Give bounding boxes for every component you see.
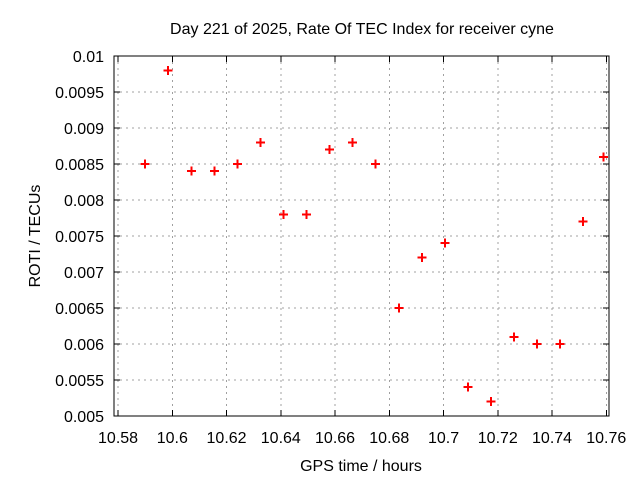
y-tick-label: 0.006 (64, 337, 104, 354)
y-tick-label: 0.01 (73, 49, 104, 66)
gridlines (114, 55, 609, 417)
y-tick-label: 0.0065 (55, 301, 104, 318)
data-point-marker (163, 65, 173, 75)
data-point-marker (279, 209, 289, 219)
data-point-marker (599, 152, 609, 162)
data-point-marker (486, 397, 496, 407)
data-point-marker (463, 382, 473, 392)
data-point-marker (509, 332, 519, 342)
y-tick-label: 0.0075 (55, 229, 104, 246)
x-tick-label: 10.74 (532, 430, 572, 447)
data-point-marker (186, 166, 196, 176)
x-tick-label: 10.7 (428, 430, 459, 447)
x-tick-label: 10.64 (261, 430, 301, 447)
chart-title: Day 221 of 2025, Rate Of TEC Index for r… (170, 21, 554, 38)
data-point-marker (532, 339, 542, 349)
y-axis-label: ROTI / TECUs (27, 185, 44, 288)
x-tick-label: 10.68 (369, 430, 409, 447)
y-tick-label: 0.0095 (55, 85, 104, 102)
y-tick-label: 0.005 (64, 409, 104, 426)
x-tick-label: 10.6 (157, 430, 188, 447)
y-tick-label: 0.0085 (55, 157, 104, 174)
data-point-marker (209, 166, 219, 176)
x-tick-label: 10.76 (586, 430, 626, 447)
x-tick-label: 10.66 (315, 430, 355, 447)
data-point-marker (578, 217, 588, 227)
y-tick-label: 0.009 (64, 121, 104, 138)
data-point-marker (417, 253, 427, 263)
y-tick-label: 0.008 (64, 193, 104, 210)
data-point-marker (255, 137, 265, 147)
x-tick-label: 10.58 (98, 430, 138, 447)
data-points (140, 65, 609, 407)
tick-labels: 10.58 10.6 10.62 10.64 10.66 10.68 10.7 10.72 10… (55, 49, 626, 447)
data-point-marker (140, 159, 150, 169)
data-point-marker (555, 339, 565, 349)
x-tick-label: 10.72 (478, 430, 518, 447)
y-tick-label: 0.0055 (55, 373, 104, 390)
data-point-marker (232, 159, 242, 169)
plot-generated-layer: 10.58 10.6 10.62 10.64 10.66 10.68 10.7 10.72 10… (55, 49, 626, 447)
data-point-marker (302, 209, 312, 219)
data-point-marker (371, 159, 381, 169)
plot-frame (113, 55, 610, 417)
data-point-marker (440, 238, 450, 248)
data-point-marker (325, 145, 335, 155)
y-tick-label: 0.007 (64, 265, 104, 282)
data-point-marker (394, 303, 404, 313)
tick-marks (114, 55, 609, 417)
x-axis-label: GPS time / hours (300, 458, 422, 475)
x-tick-label: 10.62 (207, 430, 247, 447)
data-point-marker (348, 137, 358, 147)
